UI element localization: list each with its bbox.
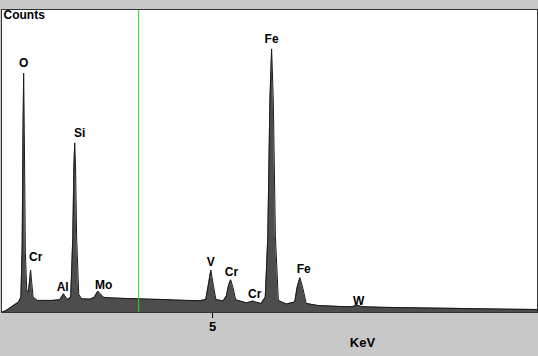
svg-text:Fe: Fe (265, 32, 279, 46)
svg-text:Si: Si (74, 126, 85, 140)
svg-text:Mo: Mo (95, 278, 112, 292)
svg-text:KeV: KeV (350, 335, 376, 350)
svg-text:Al: Al (57, 280, 69, 294)
svg-text:Counts: Counts (4, 8, 46, 22)
svg-text:Cr: Cr (225, 265, 239, 279)
svg-text:Cr: Cr (29, 250, 43, 264)
svg-text:Cr: Cr (248, 287, 262, 301)
svg-text:V: V (207, 255, 215, 269)
svg-text:W: W (353, 294, 365, 308)
svg-text:5: 5 (209, 319, 216, 334)
svg-text:O: O (19, 56, 28, 70)
svg-text:Fe: Fe (297, 262, 311, 276)
